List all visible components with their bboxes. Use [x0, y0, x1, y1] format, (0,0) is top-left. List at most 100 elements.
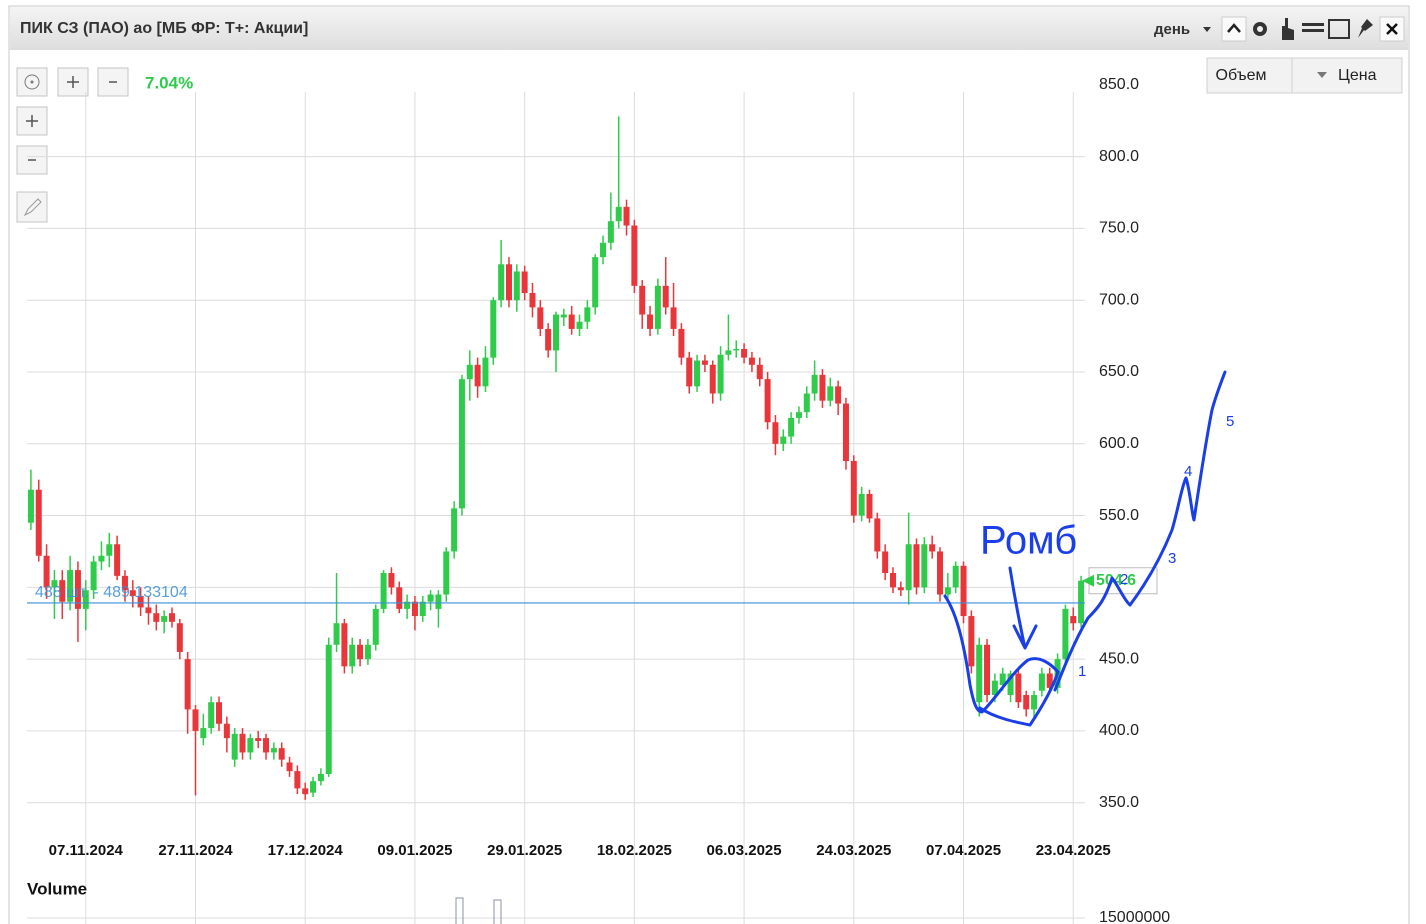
hand-drawing — [943, 370, 1227, 727]
x-tick-label: 23.04.2025 — [1036, 842, 1111, 859]
candle-body — [584, 307, 591, 322]
wave-label: 3 — [1168, 550, 1176, 567]
candle-body — [858, 494, 865, 516]
candle-body — [874, 518, 881, 552]
volume-button-label: Объем — [1216, 67, 1267, 84]
y-tick-label: 350.0 — [1099, 794, 1139, 811]
candle-body — [239, 733, 246, 753]
candle-body — [913, 544, 920, 588]
candle-body — [255, 738, 262, 741]
volume-button[interactable] — [1206, 57, 1293, 94]
pin-icon[interactable] — [1358, 19, 1373, 38]
candle-body — [772, 422, 779, 444]
candle-body — [670, 307, 677, 329]
candle-body — [411, 601, 418, 617]
wave-label: 1 — [1078, 663, 1086, 680]
y-tick-label: 400.0 — [1099, 722, 1139, 739]
candle-body — [372, 608, 379, 645]
reset-icon — [24, 74, 40, 90]
period-select[interactable]: день — [1154, 21, 1190, 38]
candle-body — [1038, 673, 1045, 691]
candle-body — [106, 544, 113, 556]
candle-body — [944, 587, 951, 595]
plus-icon — [26, 115, 38, 127]
hand-icon[interactable] — [1282, 18, 1294, 40]
wave-label: 5 — [1226, 413, 1234, 430]
candle-body — [529, 293, 536, 308]
y-tick-label: 650.0 — [1099, 363, 1139, 380]
candle-body — [521, 271, 528, 294]
candle-body — [576, 321, 583, 329]
dropdown-arrow — [1317, 72, 1327, 78]
zoom-in-button[interactable] — [57, 67, 89, 97]
settings-hole — [1257, 26, 1263, 32]
candle-body — [51, 580, 58, 588]
candle-body — [310, 781, 317, 793]
zoom-controls — [16, 67, 129, 223]
candle-body — [999, 673, 1006, 685]
candle-body — [709, 364, 716, 394]
candle-body — [748, 357, 755, 365]
candle-body — [176, 623, 183, 652]
candle-body — [98, 555, 105, 562]
candle-body — [114, 544, 121, 576]
candle-body — [333, 623, 340, 645]
candle-body — [513, 271, 520, 301]
candle-body — [795, 412, 802, 418]
price-button[interactable] — [1291, 57, 1403, 94]
candle-body — [991, 680, 998, 696]
pencil-icon — [23, 198, 42, 217]
window-frame — [8, 5, 1410, 924]
candle-body — [701, 360, 708, 365]
candle-body — [600, 242, 607, 258]
candle-body — [835, 386, 842, 404]
candle-body — [82, 590, 89, 609]
candles — [27, 116, 1085, 800]
candle-body — [121, 575, 128, 591]
candle-body — [568, 314, 575, 329]
candle-body — [1070, 616, 1077, 624]
y-tick-label: 800.0 — [1099, 148, 1139, 165]
header-icons — [1221, 16, 1405, 42]
candle-body — [270, 748, 277, 753]
candle-body — [168, 613, 175, 622]
candle-body — [388, 572, 395, 588]
candle-body — [59, 580, 66, 602]
arrow-drawing — [1008, 566, 1038, 650]
candle-body — [905, 544, 912, 591]
candle-body — [537, 307, 544, 329]
candle-body — [686, 357, 693, 387]
candle-body — [184, 659, 191, 710]
candle-body — [231, 733, 238, 760]
candle-body — [1046, 673, 1053, 688]
candle-body — [278, 748, 285, 760]
x-tick-label: 07.11.2024 — [49, 842, 124, 859]
candle-body — [827, 386, 834, 401]
candle-body — [458, 379, 465, 509]
x-tick-label: 17.12.2024 — [268, 842, 344, 859]
candle-body — [741, 349, 748, 358]
drawing-labels: Ромб 1 2 3 4 5 — [980, 413, 1234, 680]
candle-body — [553, 314, 559, 351]
candle-body — [223, 723, 230, 739]
candle-body — [717, 354, 724, 394]
volume-bar — [455, 897, 464, 924]
candle-body — [380, 572, 387, 609]
candle-body — [937, 551, 944, 595]
candle-body — [263, 738, 270, 753]
candle-body — [364, 644, 371, 660]
bars-icon[interactable] — [1302, 23, 1324, 26]
collapse-button[interactable] — [1221, 16, 1247, 42]
y-tick-label: 850.0 — [1099, 76, 1139, 93]
candle-body — [443, 551, 450, 595]
window-icon[interactable] — [1328, 19, 1350, 39]
draw-button[interactable] — [16, 191, 48, 223]
price-line-label: 488 шт. - 489.133104 — [35, 584, 188, 601]
candle-body — [929, 544, 936, 552]
candle-body — [654, 285, 661, 329]
candle-body — [694, 360, 701, 387]
candle-body — [756, 364, 763, 380]
header-bar — [10, 7, 1408, 50]
candle-body — [678, 328, 685, 358]
